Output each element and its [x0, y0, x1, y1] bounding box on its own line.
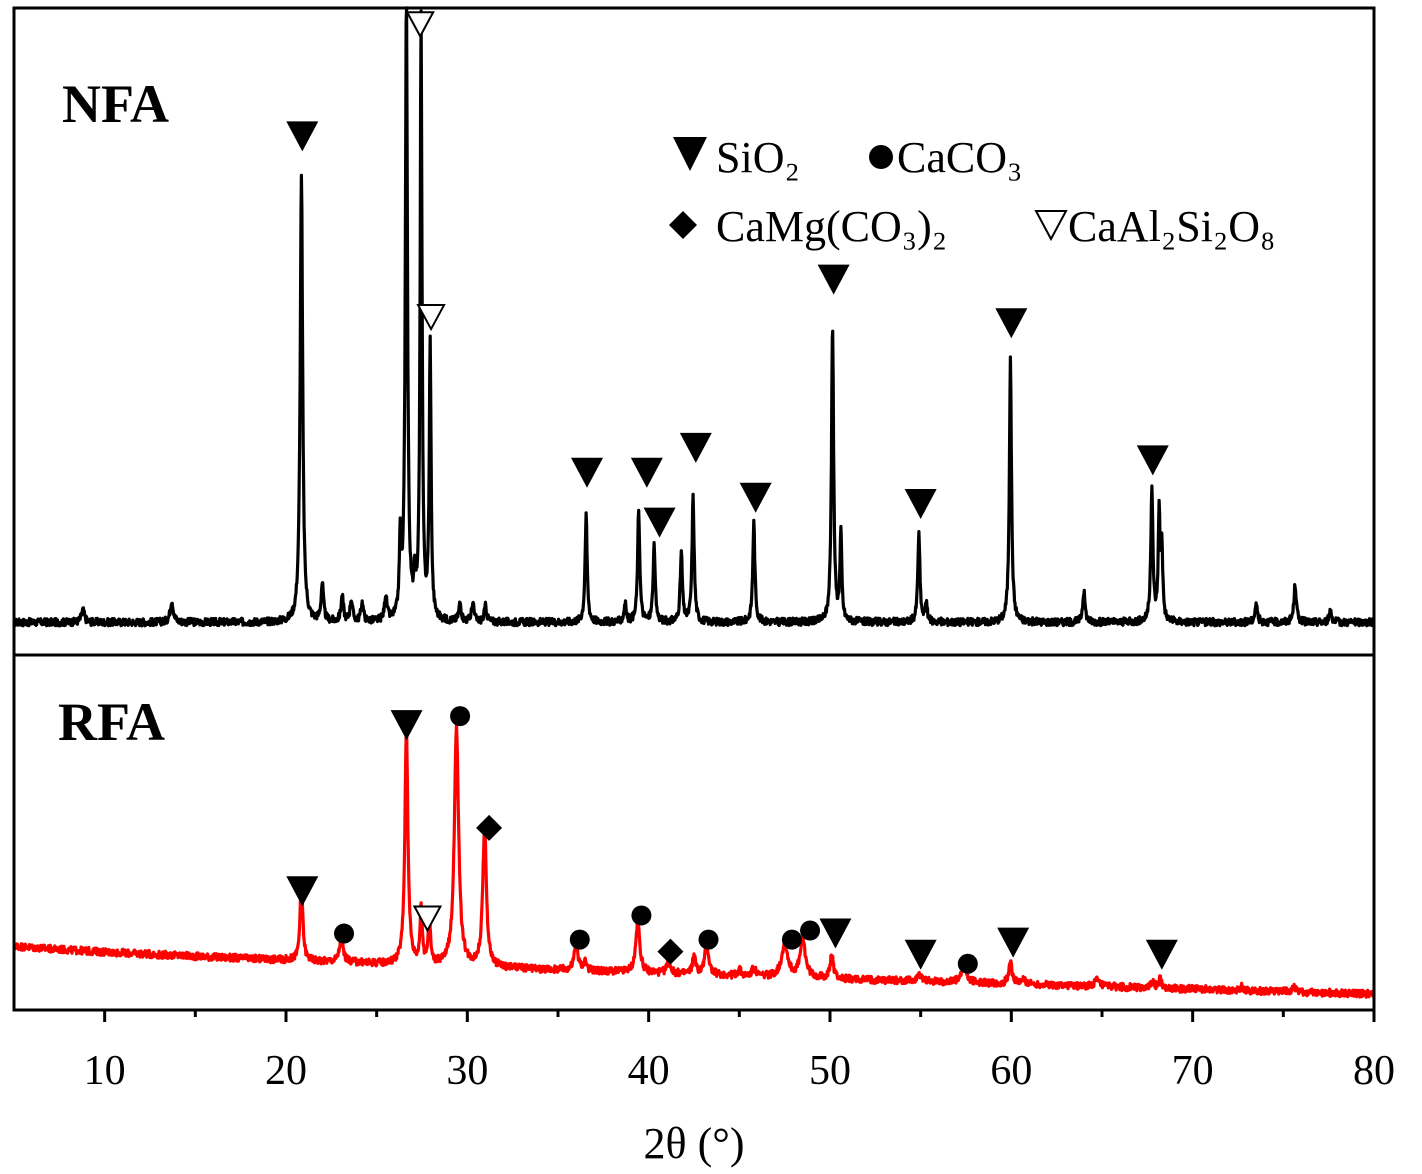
rfa-peak-marker-filled-circle: [698, 929, 719, 950]
rfa-peak-marker-filled-circle: [450, 706, 471, 727]
rfa-peak-marker-filled-down-triangle: [819, 918, 852, 949]
plot-frame: [12, 6, 1376, 1012]
nfa-peak-marker-filled-down-triangle: [817, 264, 850, 295]
x-axis-label: 2θ (°): [644, 1119, 745, 1168]
nfa-peak-marker-filled-down-triangle: [643, 507, 676, 538]
legend-caco3-marker: [869, 145, 893, 169]
rfa-peak-marker-filled-circle: [334, 923, 355, 944]
rfa-peak-marker-filled-down-triangle: [997, 927, 1030, 958]
peak-markers: [286, 11, 1178, 974]
rfa-peak-marker-filled-down-triangle: [286, 876, 319, 907]
x-tick-label: 50: [809, 1048, 851, 1094]
x-tick-label: 70: [1172, 1048, 1214, 1094]
nfa-peak-marker-open-down-triangle: [405, 11, 435, 39]
nfa-peak-marker-filled-down-triangle: [739, 482, 772, 513]
rfa-peak-marker-filled-diamond: [476, 814, 503, 841]
nfa-peak-marker-open-down-triangle: [416, 304, 446, 332]
x-tick-label: 20: [265, 1048, 307, 1094]
rfa-peak-marker-filled-diamond: [657, 938, 684, 965]
nfa-peak-marker-filled-down-triangle: [904, 488, 937, 519]
nfa-peak-marker-filled-down-triangle: [630, 457, 663, 488]
legend-sio2-marker: [673, 137, 707, 171]
traces: [12, 6, 1376, 999]
x-tick-label: 30: [446, 1048, 488, 1094]
nfa-panel-label: NFA: [62, 74, 169, 134]
rfa-peak-marker-filled-down-triangle: [390, 710, 423, 741]
rfa-peak-marker-filled-circle: [631, 905, 652, 926]
legend-sio2-label: SiO₂: [716, 133, 800, 182]
rfa-peak-marker-filled-circle: [800, 920, 821, 941]
rfa-peak-marker-filled-down-triangle: [1145, 939, 1178, 970]
legend-caal2si2o8-label: CaAl₂Si₂O₈: [1068, 202, 1275, 251]
rfa-peak-marker-filled-circle: [957, 953, 978, 974]
nfa-peak-marker-filled-down-triangle: [286, 121, 319, 152]
rfa-peak-marker-open-down-triangle: [412, 905, 443, 933]
rfa-trace: [12, 722, 1376, 999]
legend-caco3-label: CaCO₃: [897, 133, 1022, 182]
nfa-peak-marker-filled-down-triangle: [571, 457, 604, 488]
legend-caal2si2o8-marker: [1034, 210, 1068, 242]
rfa-peak-marker-filled-circle: [569, 929, 590, 950]
rfa-peak-marker-filled-down-triangle: [904, 939, 937, 970]
nfa-trace: [12, 6, 1376, 628]
x-tick-label: 10: [84, 1048, 126, 1094]
x-tick-label: 40: [628, 1048, 670, 1094]
rfa-panel-label: RFA: [58, 692, 165, 752]
legend: SiO₂ CaCO₃ CaMg(CO₃)₂ CaAl₂Si₂O₈: [669, 133, 1275, 251]
x-axis-ticks: 10 20 30 40 50 60 70 80: [84, 1010, 1395, 1094]
x-tick-label: 80: [1353, 1048, 1395, 1094]
x-tick-label: 60: [990, 1048, 1032, 1094]
nfa-peak-marker-filled-down-triangle: [679, 432, 712, 463]
rfa-peak-marker-filled-circle: [781, 929, 802, 950]
legend-camgco32-marker: [669, 211, 697, 239]
nfa-peak-marker-filled-down-triangle: [1136, 445, 1169, 476]
legend-camgco32-label: CaMg(CO₃)₂: [716, 202, 947, 251]
nfa-peak-marker-filled-down-triangle: [995, 308, 1028, 339]
